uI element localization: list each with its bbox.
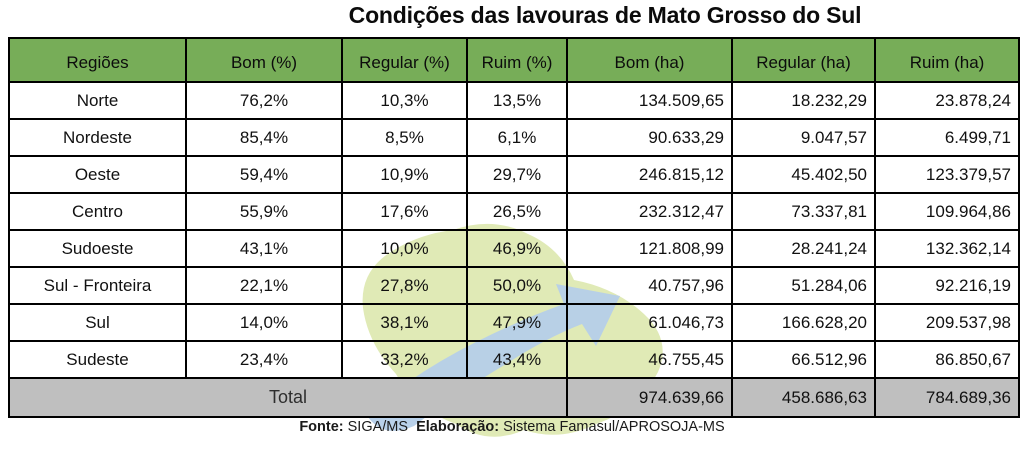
bom-ha-cell: 40.757,96 — [566, 266, 733, 305]
regular-pct-cell: 10,0% — [341, 229, 468, 268]
fonte-label: Fonte: — [299, 419, 344, 435]
regular-pct-cell: 8,5% — [341, 118, 468, 157]
total-regular-ha-cell: 458.686,63 — [731, 377, 876, 418]
ruim-ha-cell: 109.964,86 — [874, 192, 1020, 231]
table-row-nordeste: Nordeste 85,4% 8,5% 6,1% 90.633,29 9.047… — [8, 118, 1020, 157]
col-header-ruim-ha: Ruim (ha) — [874, 37, 1020, 83]
ruim-ha-cell: 6.499,71 — [874, 118, 1020, 157]
ruim-ha-cell: 86.850,67 — [874, 340, 1020, 379]
region-cell: Sul — [8, 303, 187, 342]
regular-ha-cell: 9.047,57 — [731, 118, 876, 157]
col-header-regular-pct: Regular (%) — [341, 37, 468, 83]
region-cell: Sudoeste — [8, 229, 187, 268]
ruim-pct-cell: 43,4% — [466, 340, 568, 379]
regular-pct-cell: 38,1% — [341, 303, 468, 342]
col-header-ruim-pct: Ruim (%) — [466, 37, 568, 83]
bom-pct-cell: 23,4% — [185, 340, 343, 379]
bom-ha-cell: 134.509,65 — [566, 81, 733, 120]
total-bom-ha-cell: 974.639,66 — [566, 377, 733, 418]
bom-ha-cell: 90.633,29 — [566, 118, 733, 157]
bom-ha-cell: 46.755,45 — [566, 340, 733, 379]
elaboracao-value: Sistema Famasul/APROSOJA-MS — [503, 419, 725, 435]
regular-pct-cell: 10,3% — [341, 81, 468, 120]
bom-pct-cell: 14,0% — [185, 303, 343, 342]
bom-ha-cell: 121.808,99 — [566, 229, 733, 268]
elaboracao-label: Elaboração: — [416, 419, 500, 435]
ruim-pct-cell: 26,5% — [466, 192, 568, 231]
table-row-sudoeste: Sudoeste 43,1% 10,0% 46,9% 121.808,99 28… — [8, 229, 1020, 268]
table-row-sul-fronteira: Sul - Fronteira 22,1% 27,8% 50,0% 40.757… — [8, 266, 1020, 305]
fonte-value: SIGA/MS — [347, 419, 409, 435]
ruim-ha-cell: 209.537,98 — [874, 303, 1020, 342]
ruim-ha-cell: 92.216,19 — [874, 266, 1020, 305]
region-cell: Centro — [8, 192, 187, 231]
regular-ha-cell: 66.512,96 — [731, 340, 876, 379]
bom-pct-cell: 55,9% — [185, 192, 343, 231]
ruim-pct-cell: 47,9% — [466, 303, 568, 342]
bom-ha-cell: 246.815,12 — [566, 155, 733, 194]
col-header-bom-pct: Bom (%) — [185, 37, 343, 83]
bom-pct-cell: 43,1% — [185, 229, 343, 268]
regular-ha-cell: 18.232,29 — [731, 81, 876, 120]
ruim-pct-cell: 13,5% — [466, 81, 568, 120]
bom-pct-cell: 22,1% — [185, 266, 343, 305]
total-label: Total — [8, 377, 568, 418]
bom-ha-cell: 61.046,73 — [566, 303, 733, 342]
source-line: Fonte: SIGA/MS Elaboração: Sistema Famasul… — [0, 419, 1024, 435]
total-ruim-ha-cell: 784.689,36 — [874, 377, 1020, 418]
header-row: Regiões Bom (%) Regular (%) Ruim (%) Bom… — [8, 37, 1020, 83]
ruim-pct-cell: 29,7% — [466, 155, 568, 194]
col-header-regioes: Regiões — [8, 37, 187, 83]
table-row-sudeste: Sudeste 23,4% 33,2% 43,4% 46.755,45 66.5… — [8, 340, 1020, 379]
regular-pct-cell: 27,8% — [341, 266, 468, 305]
regular-ha-cell: 51.284,06 — [731, 266, 876, 305]
ruim-ha-cell: 132.362,14 — [874, 229, 1020, 268]
regular-pct-cell: 10,9% — [341, 155, 468, 194]
region-cell: Sul - Fronteira — [8, 266, 187, 305]
regular-pct-cell: 33,2% — [341, 340, 468, 379]
region-cell: Sudeste — [8, 340, 187, 379]
table-row-norte: Norte 76,2% 10,3% 13,5% 134.509,65 18.23… — [8, 81, 1020, 120]
ruim-pct-cell: 50,0% — [466, 266, 568, 305]
bom-pct-cell: 85,4% — [185, 118, 343, 157]
region-cell: Nordeste — [8, 118, 187, 157]
regular-ha-cell: 28.241,24 — [731, 229, 876, 268]
ruim-ha-cell: 123.379,57 — [874, 155, 1020, 194]
col-header-regular-ha: Regular (ha) — [731, 37, 876, 83]
regular-pct-cell: 17,6% — [341, 192, 468, 231]
ruim-pct-cell: 46,9% — [466, 229, 568, 268]
bom-ha-cell: 232.312,47 — [566, 192, 733, 231]
regular-ha-cell: 73.337,81 — [731, 192, 876, 231]
ruim-ha-cell: 23.878,24 — [874, 81, 1020, 120]
bom-pct-cell: 76,2% — [185, 81, 343, 120]
page-title: Condições das lavouras de Mato Grosso do… — [348, 2, 862, 28]
table-row-sul: Sul 14,0% 38,1% 47,9% 61.046,73 166.628,… — [8, 303, 1020, 342]
regular-ha-cell: 45.402,50 — [731, 155, 876, 194]
region-cell: Norte — [8, 81, 187, 120]
bom-pct-cell: 59,4% — [185, 155, 343, 194]
region-cell: Oeste — [8, 155, 187, 194]
total-row: Total 974.639,66 458.686,63 784.689,36 — [8, 377, 1020, 418]
crop-conditions-table: Regiões Bom (%) Regular (%) Ruim (%) Bom… — [8, 37, 1020, 418]
ruim-pct-cell: 6,1% — [466, 118, 568, 157]
table-row-oeste: Oeste 59,4% 10,9% 29,7% 246.815,12 45.40… — [8, 155, 1020, 194]
regular-ha-cell: 166.628,20 — [731, 303, 876, 342]
col-header-bom-ha: Bom (ha) — [566, 37, 733, 83]
table-row-centro: Centro 55,9% 17,6% 26,5% 232.312,47 73.3… — [8, 192, 1020, 231]
